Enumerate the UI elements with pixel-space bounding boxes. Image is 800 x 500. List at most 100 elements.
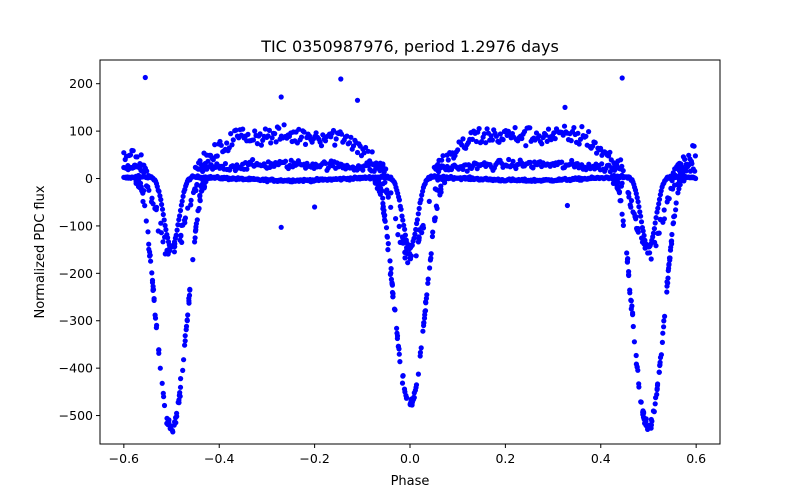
data-point	[187, 286, 193, 292]
data-point	[185, 312, 191, 318]
data-point	[379, 167, 385, 173]
data-point	[190, 257, 196, 263]
data-point	[506, 156, 512, 163]
data-point	[173, 232, 179, 238]
data-point	[423, 299, 429, 305]
data-point	[174, 227, 180, 233]
data-point	[656, 201, 662, 207]
data-point	[222, 161, 228, 167]
data-point	[233, 127, 239, 133]
data-point	[278, 94, 284, 100]
data-point	[142, 165, 148, 171]
data-point	[192, 239, 198, 245]
data-point	[691, 143, 697, 149]
data-point	[272, 131, 278, 137]
data-point	[618, 157, 624, 163]
data-point	[616, 189, 623, 195]
data-point	[473, 138, 479, 145]
data-point	[664, 279, 670, 285]
data-point	[400, 217, 406, 223]
data-point	[188, 197, 194, 203]
data-point	[192, 186, 198, 192]
data-point	[637, 209, 643, 215]
data-point	[665, 268, 671, 274]
data-point	[655, 205, 661, 211]
data-point	[576, 141, 582, 147]
data-point	[174, 410, 180, 416]
data-point	[633, 352, 639, 359]
data-point	[396, 197, 402, 203]
data-point	[180, 193, 186, 199]
data-point	[134, 154, 140, 160]
data-point	[631, 211, 637, 217]
data-point	[380, 181, 386, 187]
data-point	[628, 297, 634, 303]
data-point	[394, 335, 400, 342]
data-point	[244, 166, 250, 172]
data-point	[192, 235, 198, 241]
data-point	[198, 182, 204, 188]
data-point	[193, 224, 199, 230]
data-point	[385, 241, 391, 247]
data-point	[493, 133, 499, 139]
x-tick-label: 0.0	[400, 451, 420, 466]
data-point	[435, 177, 441, 183]
data-point	[178, 233, 184, 239]
data-point	[180, 367, 186, 373]
data-point	[125, 163, 131, 169]
data-point	[229, 142, 235, 148]
data-point	[402, 226, 408, 232]
data-point	[160, 390, 166, 396]
data-point	[396, 223, 402, 229]
data-point	[137, 185, 143, 191]
data-point	[592, 140, 598, 146]
data-point	[693, 175, 699, 182]
data-point	[268, 140, 274, 146]
data-point	[488, 133, 494, 139]
data-point	[430, 229, 436, 235]
data-point	[176, 400, 182, 406]
data-point	[654, 387, 660, 393]
data-point	[318, 143, 325, 149]
data-point	[620, 218, 626, 224]
data-point	[401, 222, 407, 228]
data-point	[354, 149, 361, 156]
data-point	[394, 330, 400, 336]
data-point	[184, 317, 190, 323]
y-axis-label: Normalized PDC flux	[33, 185, 48, 318]
data-point	[218, 142, 224, 148]
data-point	[640, 228, 646, 234]
data-point	[626, 272, 632, 278]
data-point	[575, 130, 581, 136]
data-point	[583, 133, 589, 139]
data-point	[411, 235, 417, 241]
data-point	[121, 150, 127, 156]
data-point	[656, 196, 663, 202]
data-point	[569, 157, 575, 164]
data-point	[568, 138, 574, 144]
data-point	[257, 131, 263, 137]
data-point	[177, 213, 183, 219]
data-point	[165, 251, 171, 257]
data-point	[634, 364, 640, 370]
data-point	[645, 250, 651, 256]
x-tick-label: 0.2	[495, 451, 515, 466]
data-point	[150, 287, 156, 293]
data-point	[392, 307, 398, 313]
data-point	[388, 190, 394, 196]
data-point	[149, 277, 156, 283]
data-point	[197, 197, 203, 203]
data-point	[429, 233, 435, 240]
data-point	[402, 249, 408, 255]
data-point	[551, 130, 557, 136]
data-point	[455, 147, 461, 153]
data-point	[666, 262, 672, 268]
data-point	[240, 126, 246, 132]
data-point	[421, 315, 428, 321]
data-point	[298, 134, 305, 140]
data-point	[672, 172, 679, 178]
data-point	[408, 253, 414, 259]
data-point	[460, 166, 466, 172]
data-point	[333, 136, 339, 142]
